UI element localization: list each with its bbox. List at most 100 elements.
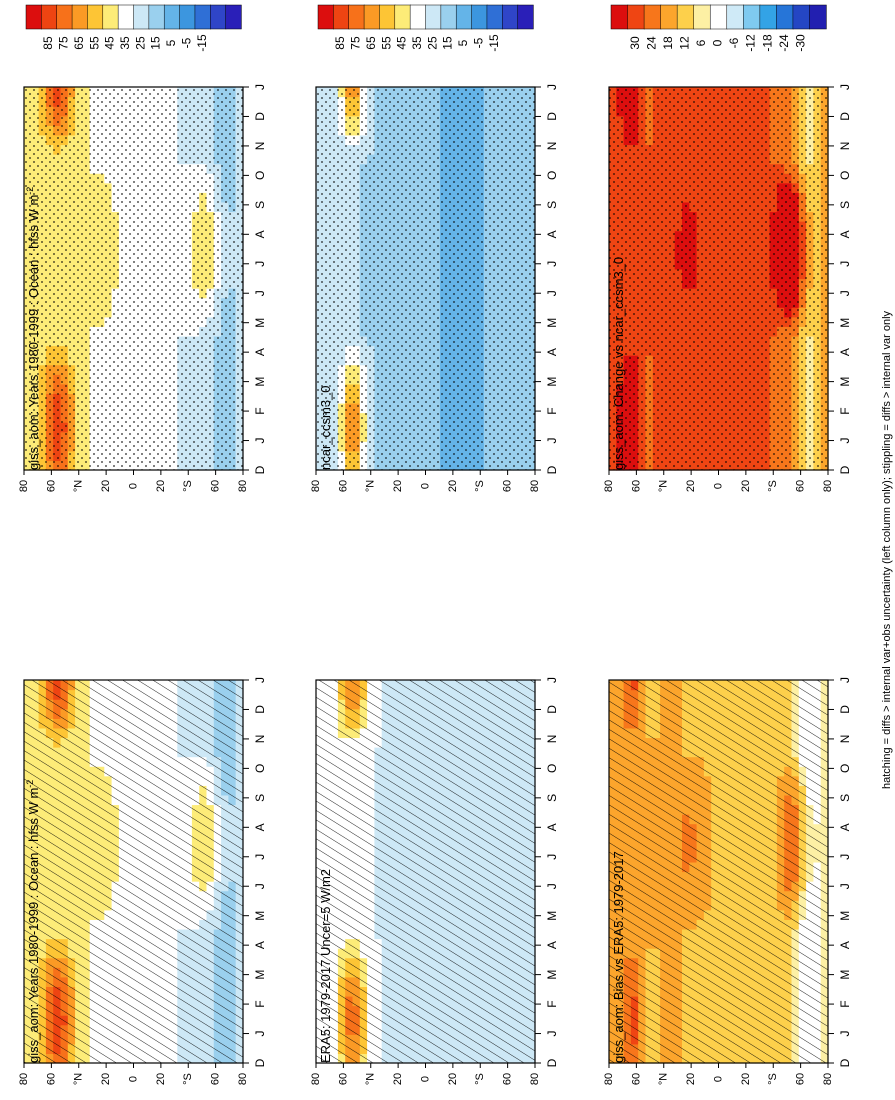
lat-tick-label: 20 xyxy=(155,480,167,492)
month-tick-label: O xyxy=(253,764,267,773)
chart-panel: D J F M A M J J A S O N D J 80 60 °N 20 0 20 °S 60 80 giss_aom:… xyxy=(18,677,267,1085)
lat-tick-label: 80 xyxy=(310,480,322,492)
lat-tick-label: 80 xyxy=(237,1073,249,1085)
month-tick-label: D xyxy=(253,705,267,714)
month-tick-label: J xyxy=(545,290,559,296)
hatch-overlay xyxy=(24,680,243,1063)
lat-tick-label: 80 xyxy=(237,480,249,492)
month-tick-label: N xyxy=(253,735,267,744)
lat-tick-label: 60 xyxy=(337,1073,349,1085)
month-tick-label: A xyxy=(253,348,267,356)
lat-tick-label: 60 xyxy=(45,480,57,492)
month-tick-label: F xyxy=(545,407,559,414)
month-tick-label: A xyxy=(545,230,559,238)
month-tick-label: A xyxy=(253,941,267,949)
month-tick-label: N xyxy=(253,142,267,151)
month-tick-label: S xyxy=(253,201,267,209)
month-tick-label: N xyxy=(545,142,559,151)
lat-tick-label: °N xyxy=(365,1073,377,1085)
lat-tick-label: 80 xyxy=(310,1073,322,1085)
month-tick-label: M xyxy=(545,970,559,980)
lat-tick-label: °N xyxy=(73,480,85,492)
month-tick-label: D xyxy=(253,112,267,121)
lat-tick-label: 60 xyxy=(337,480,349,492)
lat-tick-label: °N xyxy=(365,480,377,492)
month-tick-label: J xyxy=(253,84,267,90)
lat-tick-label: °S xyxy=(474,1073,486,1085)
month-tick-label: N xyxy=(545,735,559,744)
month-tick-label: M xyxy=(253,318,267,328)
month-tick-label: A xyxy=(545,941,559,949)
stipple-overlay xyxy=(24,87,243,470)
lat-tick-label: 80 xyxy=(529,1073,541,1085)
stipple-overlay xyxy=(316,87,535,470)
month-tick-label: O xyxy=(253,171,267,180)
month-tick-label: D xyxy=(545,465,559,474)
month-tick-label: J xyxy=(545,84,559,90)
lat-tick-label: 0 xyxy=(419,483,431,489)
month-tick-label: O xyxy=(545,764,559,773)
lat-tick-label: °S xyxy=(182,1073,194,1085)
lat-tick-label: 20 xyxy=(447,1073,459,1085)
lat-tick-label: °S xyxy=(182,480,194,492)
lat-tick-label: 20 xyxy=(155,1073,167,1085)
month-tick-label: J xyxy=(253,1031,267,1037)
lat-tick-label: 0 xyxy=(127,1076,139,1082)
month-tick-label: F xyxy=(545,1000,559,1007)
month-tick-label: F xyxy=(253,407,267,414)
month-tick-label: J xyxy=(545,1031,559,1037)
month-tick-label: J xyxy=(545,677,559,683)
month-tick-label: M xyxy=(545,318,559,328)
month-tick-label: D xyxy=(253,465,267,474)
month-tick-label: M xyxy=(545,377,559,387)
month-tick-label: A xyxy=(253,823,267,831)
lat-tick-label: 20 xyxy=(100,1073,112,1085)
panel-title: giss_aom: Years 1980-1999 : Ocean : hfss… xyxy=(25,780,41,1063)
month-tick-label: S xyxy=(545,201,559,209)
month-tick-label: O xyxy=(545,171,559,180)
month-tick-label: J xyxy=(545,883,559,889)
hatch-overlay xyxy=(316,680,535,1063)
month-tick-label: J xyxy=(545,438,559,444)
lat-tick-label: 60 xyxy=(210,1073,222,1085)
month-tick-label: A xyxy=(253,230,267,238)
lat-tick-label: 60 xyxy=(45,1073,57,1085)
month-tick-label: D xyxy=(545,112,559,121)
lat-tick-label: °N xyxy=(73,1073,85,1085)
month-tick-label: S xyxy=(253,794,267,802)
month-tick-label: J xyxy=(253,261,267,267)
month-tick-label: J xyxy=(545,854,559,860)
month-tick-label: A xyxy=(545,348,559,356)
month-tick-label: M xyxy=(253,970,267,980)
panel-title: giss_aom: Years 1980-1999 : Ocean : hfss… xyxy=(25,187,41,470)
month-tick-label: M xyxy=(253,377,267,387)
month-tick-label: D xyxy=(545,1058,559,1067)
month-tick-label: J xyxy=(253,290,267,296)
lat-tick-label: 20 xyxy=(392,480,404,492)
month-tick-label: J xyxy=(253,677,267,683)
month-tick-label: A xyxy=(545,823,559,831)
month-tick-label: D xyxy=(545,705,559,714)
month-tick-label: S xyxy=(545,794,559,802)
month-tick-label: F xyxy=(253,1000,267,1007)
lat-tick-label: 60 xyxy=(210,480,222,492)
month-tick-label: M xyxy=(545,911,559,921)
lat-tick-label: 80 xyxy=(18,480,30,492)
lat-tick-label: 80 xyxy=(18,1073,30,1085)
lat-tick-label: 20 xyxy=(392,1073,404,1085)
lat-tick-label: °S xyxy=(474,480,486,492)
panel-title: ERA5: 1979-2017 Uncer=5 W/m2 xyxy=(318,869,333,1063)
lat-tick-label: 20 xyxy=(100,480,112,492)
month-tick-label: D xyxy=(253,1058,267,1067)
month-tick-label: J xyxy=(253,438,267,444)
month-tick-label: J xyxy=(545,261,559,267)
month-tick-label: J xyxy=(253,854,267,860)
month-tick-label: J xyxy=(253,883,267,889)
month-tick-label: M xyxy=(253,911,267,921)
lat-tick-label: 60 xyxy=(502,1073,514,1085)
lat-tick-label: 20 xyxy=(447,480,459,492)
